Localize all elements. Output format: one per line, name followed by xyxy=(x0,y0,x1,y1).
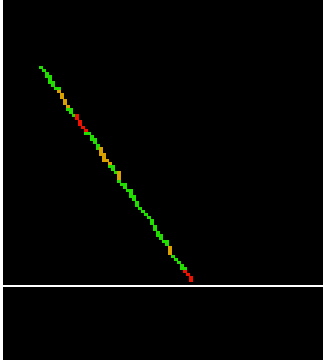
track-pixel xyxy=(135,204,139,207)
track-pixel xyxy=(87,132,91,135)
track-pixel xyxy=(39,66,43,69)
track-pixel xyxy=(111,168,115,171)
track-pixel xyxy=(132,198,136,201)
track-pixel xyxy=(141,210,145,213)
track-pixel xyxy=(123,183,127,186)
track-pixel xyxy=(168,246,172,249)
track-pixel xyxy=(51,81,55,84)
track-pixel xyxy=(69,111,73,114)
pixel-track xyxy=(39,66,193,282)
track-pixel xyxy=(159,234,163,237)
track-pixel xyxy=(51,84,55,87)
track-pixel xyxy=(57,90,61,93)
track-pixel xyxy=(90,135,94,138)
track-segment xyxy=(183,270,193,282)
track-pixel xyxy=(165,240,169,243)
track-pixel xyxy=(123,186,127,189)
track-pixel xyxy=(63,99,67,102)
track-pixel xyxy=(144,213,148,216)
track-pixel xyxy=(153,225,157,228)
track-pixel xyxy=(117,180,121,183)
track-pixel xyxy=(183,267,187,270)
track-pixel xyxy=(63,102,67,105)
track-pixel xyxy=(57,87,61,90)
track-pixel xyxy=(111,165,115,168)
track-pixel xyxy=(99,150,103,153)
track-pixel xyxy=(60,96,64,99)
game-viewport[interactable] xyxy=(3,0,323,285)
track-pixel xyxy=(42,69,46,72)
track-pixel xyxy=(75,114,79,117)
track-pixel xyxy=(102,156,106,159)
track-pixel xyxy=(99,147,103,150)
track-pixel xyxy=(150,222,154,225)
track-pixel xyxy=(129,192,133,195)
lower-panel xyxy=(3,287,323,360)
track-pixel xyxy=(156,231,160,234)
track-pixel xyxy=(183,270,187,273)
track-pixel xyxy=(84,129,88,132)
track-pixel xyxy=(186,273,190,276)
track-pixel xyxy=(81,126,85,129)
track-pixel xyxy=(138,207,142,210)
track-pixel xyxy=(102,153,106,156)
track-pixel xyxy=(174,258,178,261)
track-pixel xyxy=(66,105,70,108)
track-pixel xyxy=(189,276,193,279)
track-pixel xyxy=(45,72,49,75)
track-pixel xyxy=(165,243,169,246)
track-pixel xyxy=(60,93,64,96)
track-pixel xyxy=(135,201,139,204)
track-pixel xyxy=(75,117,79,120)
track-pixel xyxy=(96,144,100,147)
track-pixel xyxy=(159,237,163,240)
track-pixel xyxy=(117,171,121,174)
track-pixel xyxy=(171,255,175,258)
track-pixel xyxy=(189,279,193,282)
track-pixel xyxy=(105,159,109,162)
track-pixel xyxy=(93,138,97,141)
track-pixel xyxy=(93,141,97,144)
track-pixel xyxy=(48,78,52,81)
track-pixel xyxy=(168,252,172,255)
track-pixel xyxy=(177,261,181,264)
track-pixel xyxy=(78,120,82,123)
track-pixel xyxy=(180,264,184,267)
track-pixel xyxy=(153,228,157,231)
track-pixel xyxy=(168,249,172,252)
track-pixel xyxy=(132,195,136,198)
track-pixel xyxy=(129,189,133,192)
track-pixel xyxy=(78,123,82,126)
track-pixel xyxy=(117,177,121,180)
track-pixel xyxy=(150,219,154,222)
track-pixel xyxy=(69,108,73,111)
track-pixel xyxy=(117,174,121,177)
track-pixel xyxy=(108,162,112,165)
track-pixel xyxy=(48,75,52,78)
track-canvas xyxy=(3,0,323,285)
track-pixel xyxy=(147,216,151,219)
